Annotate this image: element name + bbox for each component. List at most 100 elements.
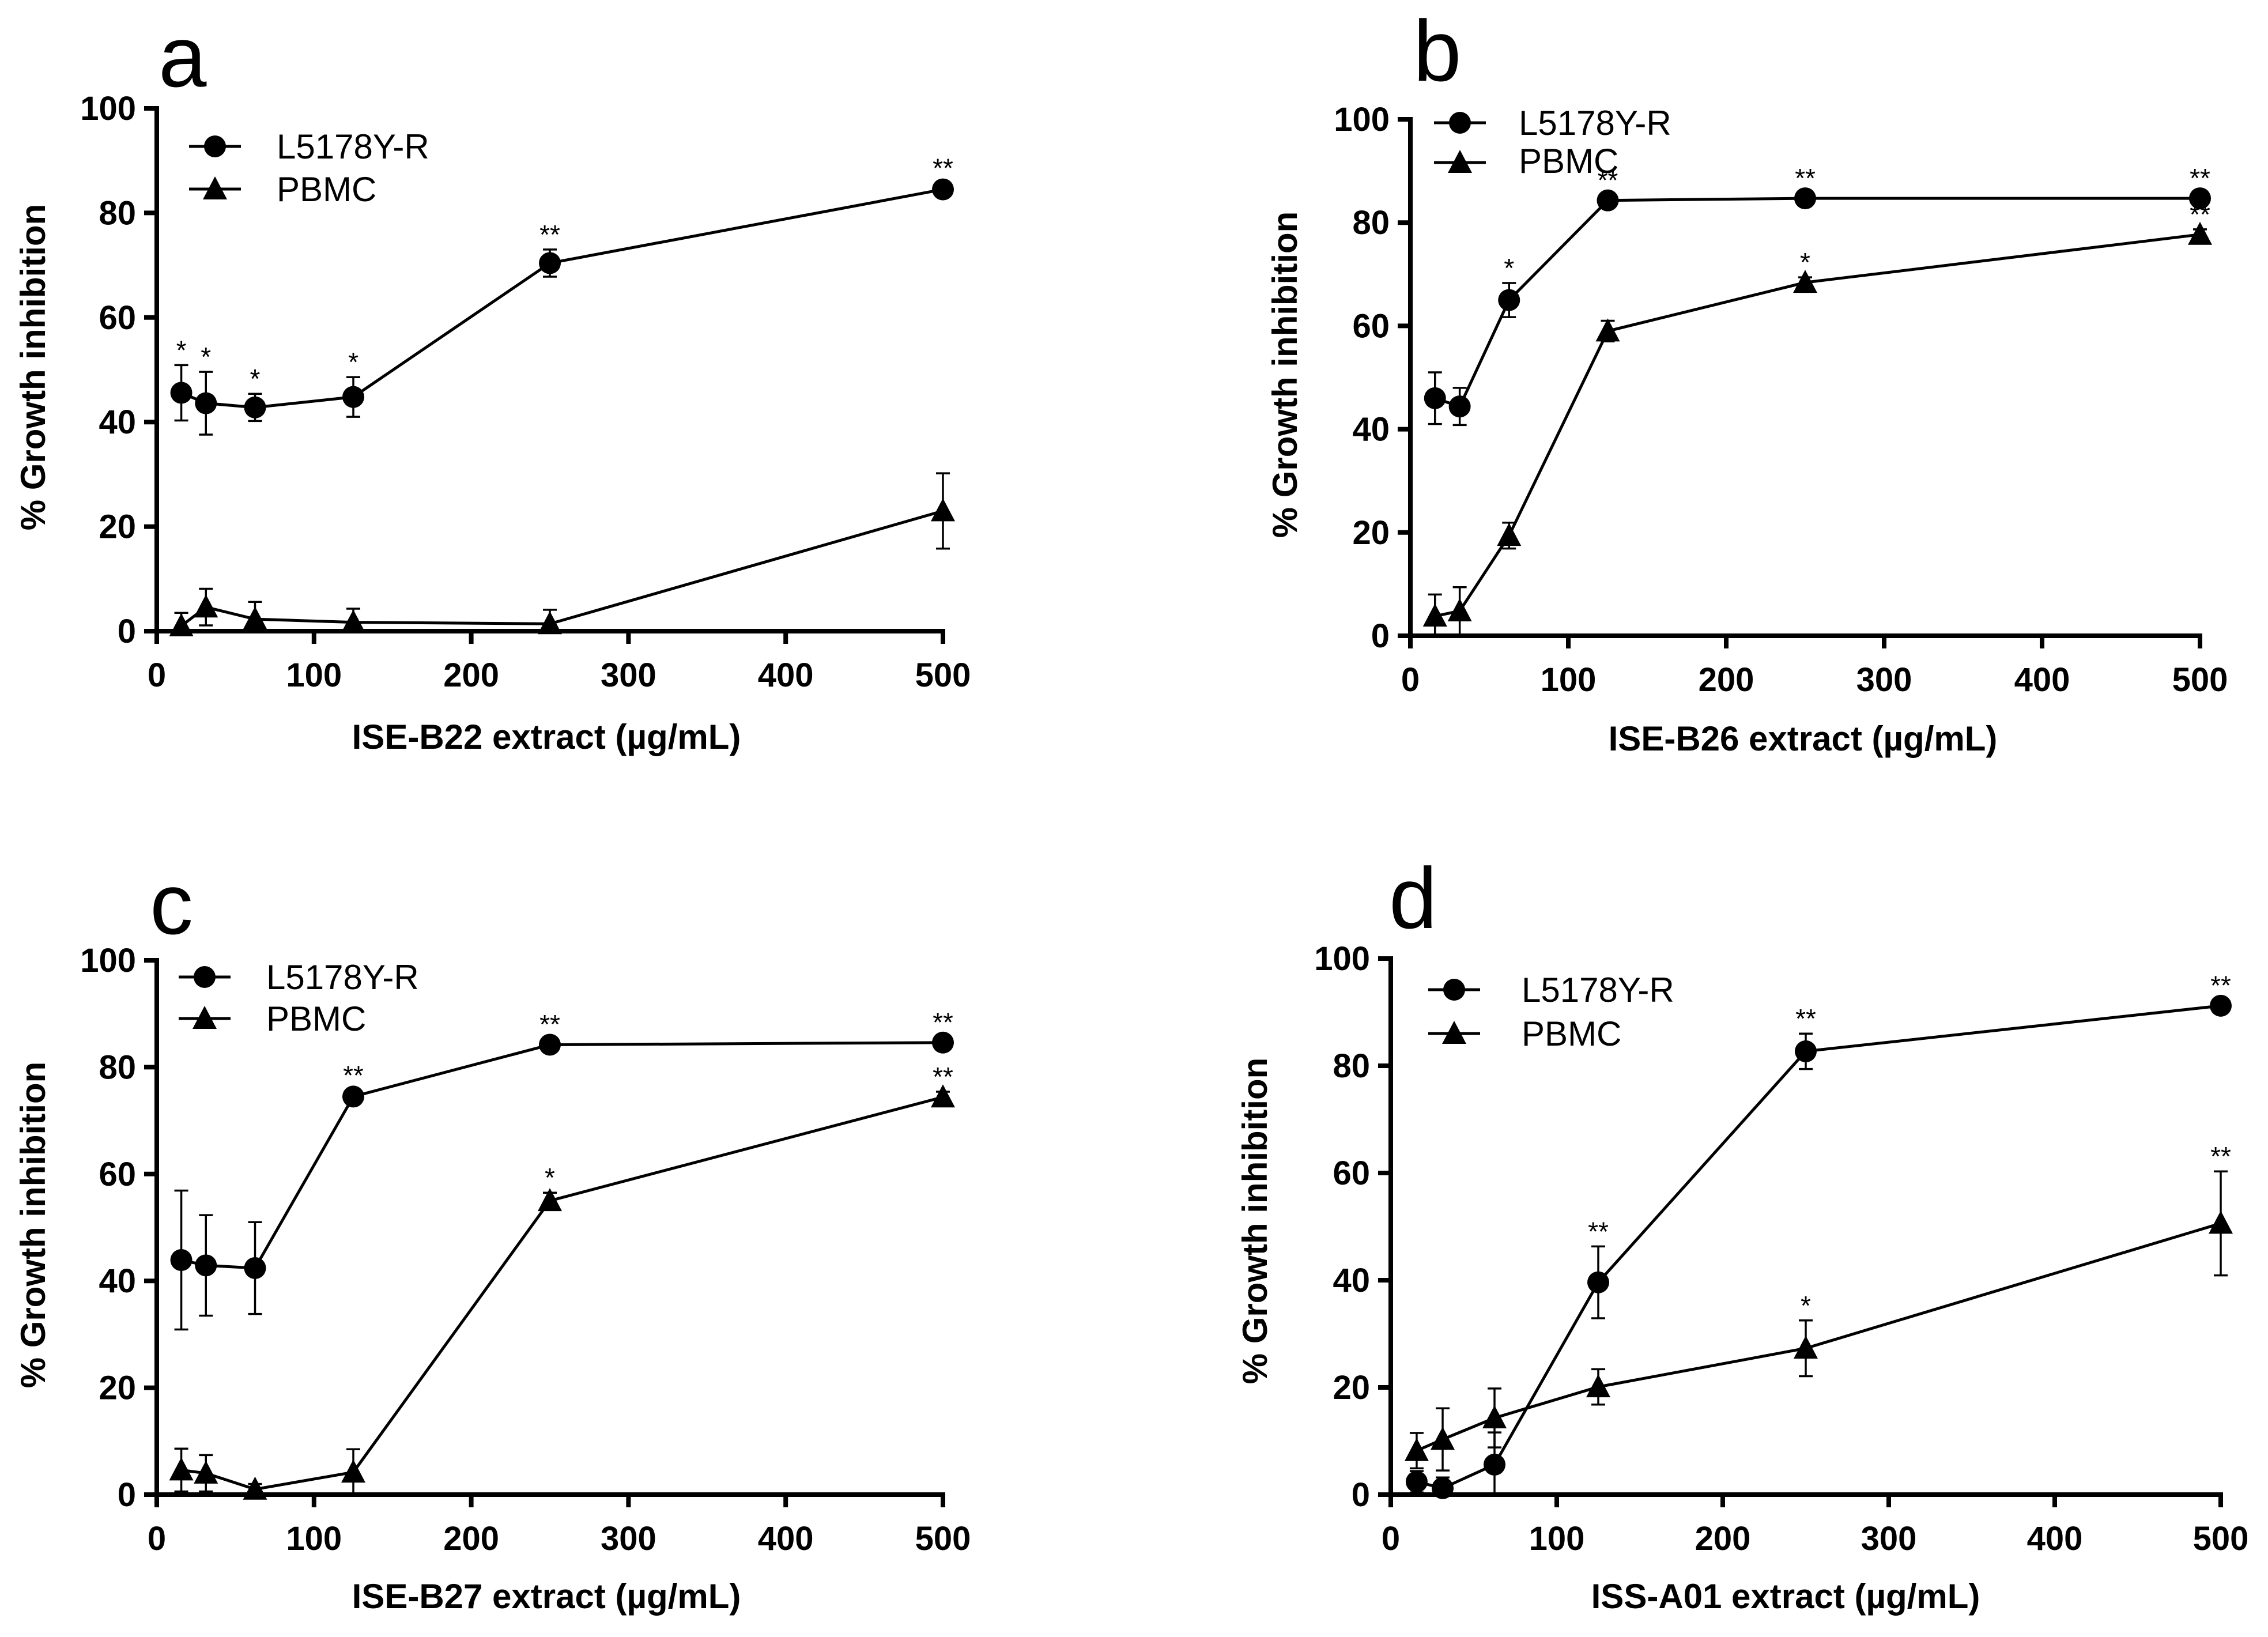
x-tick-label: 200 <box>1695 1520 1751 1557</box>
data-point-pbmc <box>169 1457 194 1481</box>
data-point-l5178y-r <box>195 392 217 414</box>
legend-label-pbmc: PBMC <box>277 170 376 209</box>
data-point-pbmc <box>243 606 267 630</box>
y-tick-label: 20 <box>99 508 136 546</box>
y-tick-label: 80 <box>1352 204 1390 242</box>
data-point-l5178y-r <box>342 386 364 408</box>
data-point-pbmc <box>2188 221 2212 245</box>
x-axis-title: ISE-B27 extract (µg/mL) <box>352 1577 741 1616</box>
y-tick-label: 60 <box>99 299 136 337</box>
x-tick-label: 500 <box>2172 661 2228 699</box>
y-tick-label: 20 <box>99 1370 136 1407</box>
x-tick-label: 300 <box>601 657 656 694</box>
x-tick-label: 500 <box>2193 1520 2249 1557</box>
x-axis-title: ISS-A01 extract (µg/mL) <box>1591 1577 1980 1616</box>
panel-letter: b <box>1413 2 1461 99</box>
y-axis-title: % Growth inhibition <box>14 1062 52 1389</box>
data-point-l5178y-r <box>2210 994 2232 1017</box>
y-tick-label: 80 <box>1333 1047 1370 1085</box>
data-point-l5178y-r <box>1587 1271 1609 1293</box>
data-point-pbmc <box>1595 318 1620 342</box>
significance-label: ** <box>1795 163 1816 193</box>
x-tick-label: 400 <box>758 1520 814 1557</box>
series-line-l5178y-r <box>180 188 944 409</box>
legend-label-l5178y-r: L5178Y-R <box>1522 971 1674 1009</box>
significance-label: ** <box>2210 1141 2231 1171</box>
significance-label: * <box>250 364 261 394</box>
data-point-pbmc <box>1586 1374 1610 1398</box>
data-point-l5178y-r <box>244 1257 266 1279</box>
y-axis-title: % Growth inhibition <box>1266 212 1304 538</box>
significance-label: ** <box>1598 165 1618 195</box>
legend-label-l5178y-r: L5178Y-R <box>277 127 429 166</box>
legend-label-pbmc: PBMC <box>1522 1014 1621 1053</box>
series-line-pbmc <box>1416 1222 2221 1453</box>
y-axis-title: % Growth inhibition <box>14 204 52 531</box>
panel-b: b % Growth inhibition ISE-B26 extract (µ… <box>1266 2 1997 758</box>
y-tick-label: 80 <box>99 1048 136 1086</box>
legend: L5178Y-R PBMC <box>1428 971 1674 1053</box>
data-point-l5178y-r <box>1405 1470 1428 1493</box>
data-point-l5178y-r <box>1498 289 1520 311</box>
panel-a: a % Growth inhibition ISE-B22 extract (µ… <box>14 8 741 756</box>
y-tick-label: 100 <box>80 942 136 979</box>
data-point-l5178y-r <box>1597 189 1619 212</box>
significance-label: ** <box>1588 1216 1609 1246</box>
x-tick-label: 400 <box>2027 1520 2083 1557</box>
data-point-pbmc <box>1404 1438 1429 1461</box>
data-point-l5178y-r <box>932 178 954 201</box>
significance-label: ** <box>933 1062 953 1092</box>
data-point-l5178y-r <box>1424 387 1446 409</box>
y-tick-label: 40 <box>1352 411 1390 448</box>
data-point-pbmc <box>194 594 218 618</box>
legend-marker-circle <box>1443 979 1465 1001</box>
legend: L5178Y-R PBMC <box>1434 104 1671 180</box>
y-tick-label: 40 <box>1333 1262 1370 1299</box>
x-tick-label: 400 <box>2014 661 2070 699</box>
legend-label-l5178y-r: L5178Y-R <box>1519 104 1671 142</box>
x-axis-title: ISE-B26 extract (µg/mL) <box>1609 719 1998 758</box>
data-point-pbmc <box>931 498 955 522</box>
x-tick-label: 100 <box>1541 661 1597 699</box>
y-tick-label: 20 <box>1352 514 1390 552</box>
x-tick-label: 100 <box>1529 1520 1585 1557</box>
x-tick-label: 400 <box>758 657 814 694</box>
legend-marker-circle <box>1449 112 1471 134</box>
data-point-pbmc <box>2209 1210 2233 1234</box>
data-point-l5178y-r <box>932 1031 954 1054</box>
data-point-pbmc <box>1794 1336 1818 1359</box>
legend-marker-triangle <box>1448 150 1472 173</box>
x-tick-label: 200 <box>443 657 499 694</box>
y-tick-label: 0 <box>1352 1476 1370 1514</box>
x-tick-label: 300 <box>1856 661 1912 699</box>
data-point-pbmc <box>1793 270 1817 293</box>
data-point-pbmc <box>538 1188 562 1212</box>
data-point-pbmc <box>538 611 562 635</box>
x-tick-label: 300 <box>601 1520 656 1557</box>
data-point-pbmc <box>1431 1427 1455 1450</box>
panel-c: c % Growth inhibition ISE-B27 extract (µ… <box>14 855 741 1616</box>
significance-label: ** <box>539 220 560 250</box>
y-tick-label: 100 <box>80 90 136 127</box>
data-point-l5178y-r <box>170 382 193 404</box>
y-tick-label: 60 <box>99 1156 136 1193</box>
data-point-pbmc <box>1422 603 1447 627</box>
x-tick-label: 300 <box>1861 1520 1917 1557</box>
significance-label: ** <box>933 153 953 183</box>
x-tick-label: 100 <box>286 1520 342 1557</box>
legend-label-pbmc: PBMC <box>1519 142 1618 180</box>
data-point-l5178y-r <box>1794 187 1816 210</box>
data-point-pbmc <box>1447 598 1472 621</box>
legend-marker-circle <box>194 966 216 988</box>
legend-label-l5178y-r: L5178Y-R <box>266 958 419 997</box>
series-line-pbmc <box>1435 233 2201 618</box>
data-point-pbmc <box>1482 1405 1507 1429</box>
significance-label: ** <box>933 1007 953 1037</box>
panel-letter: c <box>150 855 193 952</box>
legend-marker-circle <box>204 135 226 157</box>
